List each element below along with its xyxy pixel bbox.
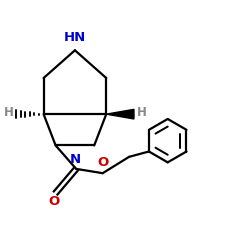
Text: HN: HN [64, 31, 86, 44]
Text: O: O [49, 195, 60, 208]
Text: H: H [136, 106, 146, 120]
Text: O: O [97, 156, 108, 169]
Text: H: H [4, 106, 14, 120]
Text: N: N [69, 153, 80, 166]
Polygon shape [106, 109, 134, 119]
